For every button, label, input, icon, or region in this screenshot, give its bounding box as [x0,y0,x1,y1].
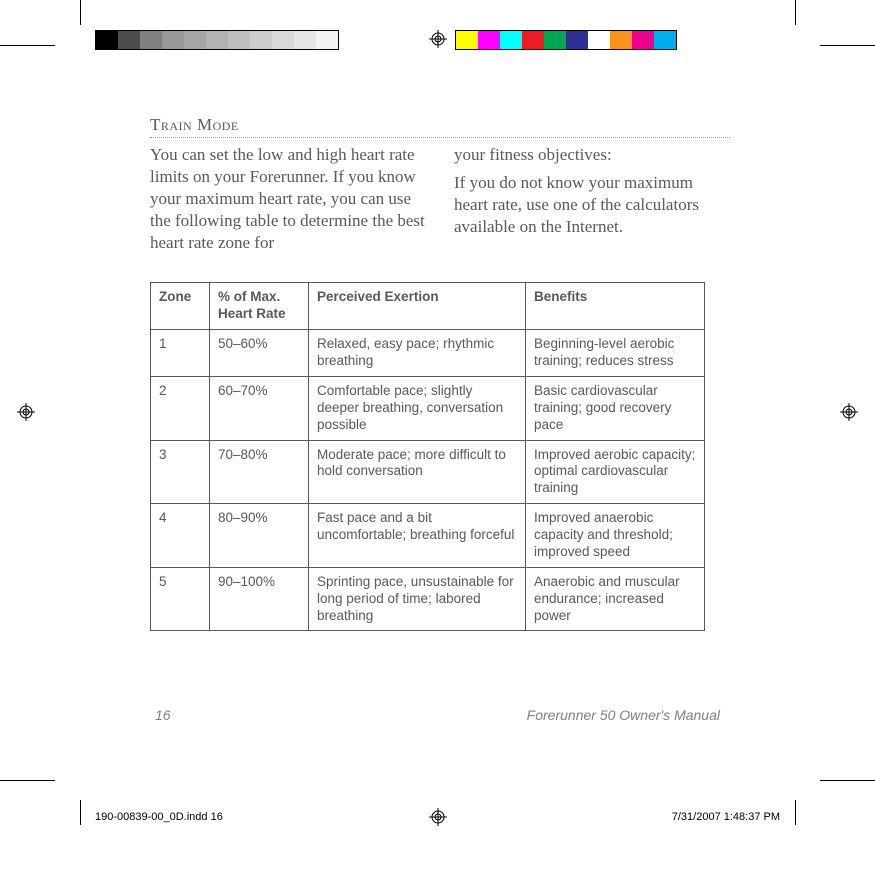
grayscale-color-bar [95,30,339,50]
slug-datetime: 7/31/2007 1:48:37 PM [672,811,780,823]
table-cell: 60–70% [210,376,309,440]
crop-mark [795,0,796,25]
swatch [566,31,588,49]
swatch [478,31,500,49]
swatch [610,31,632,49]
swatch [250,31,272,49]
table-row: 260–70%Comfortable pace; slightly deeper… [151,376,705,440]
swatch [632,31,654,49]
swatch [228,31,250,49]
slug-filename: 190-00839-00_0D.indd 16 [95,811,223,823]
table-cell: Beginning-level aerobic training; reduce… [526,330,705,377]
body-text-columns: You can set the low and high heart rate … [150,144,730,254]
table-cell: Moderate pace; more difficult to hold co… [309,440,526,504]
crop-mark [0,780,55,781]
swatch [588,31,610,49]
swatch [544,31,566,49]
table-row: 150–60%Relaxed, easy pace; rhythmic brea… [151,330,705,377]
swatch [456,31,478,49]
manual-title: Forerunner 50 Owner's Manual [527,707,720,723]
swatch [654,31,676,49]
table-row: 480–90%Fast pace and a bit uncomfortable… [151,504,705,568]
table-header-row: Zone % of Max. Heart Rate Perceived Exer… [151,283,705,330]
crop-mark [80,800,81,825]
table-cell: 80–90% [210,504,309,568]
table-row: 590–100%Sprinting pace, unsustainable fo… [151,567,705,631]
table-cell: 50–60% [210,330,309,377]
table-cell: 1 [151,330,210,377]
registration-mark-icon [429,30,447,48]
table-cell: 4 [151,504,210,568]
swatch [162,31,184,49]
print-slug-line: 190-00839-00_0D.indd 16 7/31/2007 1:48:3… [95,811,780,823]
table-cell: Relaxed, easy pace; rhythmic breathing [309,330,526,377]
body-column-right: your fitness objectives: If you do not k… [454,144,730,254]
swatch [316,31,338,49]
table-cell: Improved aerobic capacity; optimal cardi… [526,440,705,504]
table-cell: 5 [151,567,210,631]
table-cell: 70–80% [210,440,309,504]
swatch [206,31,228,49]
swatch [96,31,118,49]
crop-mark [795,800,796,825]
col-header-zone: Zone [151,283,210,330]
crop-mark [820,45,875,46]
table-cell: 90–100% [210,567,309,631]
col-header-exertion: Perceived Exertion [309,283,526,330]
swatch [184,31,206,49]
section-heading: Train Mode [150,115,730,138]
table-cell: Fast pace and a bit uncomfortable; breat… [309,504,526,568]
page-content: Train Mode You can set the low and high … [150,115,730,631]
page-footer: 16 Forerunner 50 Owner's Manual [155,707,720,723]
page-number: 16 [155,707,171,723]
table-cell: Comfortable pace; slightly deeper breath… [309,376,526,440]
table-cell: Improved anaerobic capacity and threshol… [526,504,705,568]
crop-mark [80,0,81,25]
table-cell: Sprinting pace, unsustainable for long p… [309,567,526,631]
col-header-benefits: Benefits [526,283,705,330]
registration-mark-icon [17,403,35,421]
body-text: your fitness objectives: [454,144,730,166]
table-cell: Anaerobic and muscular endurance; increa… [526,567,705,631]
swatch [294,31,316,49]
crop-mark [820,780,875,781]
crop-mark [0,45,55,46]
body-column-left: You can set the low and high heart rate … [150,144,426,254]
table-row: 370–80%Moderate pace; more difficult to … [151,440,705,504]
swatch [522,31,544,49]
swatch [140,31,162,49]
table-cell: 3 [151,440,210,504]
table-cell: Basic cardiovascular training; good reco… [526,376,705,440]
body-text: If you do not know your maximum heart ra… [454,172,730,238]
registration-mark-icon [840,403,858,421]
swatch [500,31,522,49]
color-bar [455,30,677,50]
col-header-pct: % of Max. Heart Rate [210,283,309,330]
heart-rate-zone-table: Zone % of Max. Heart Rate Perceived Exer… [150,282,705,631]
swatch [272,31,294,49]
swatch [118,31,140,49]
table-cell: 2 [151,376,210,440]
